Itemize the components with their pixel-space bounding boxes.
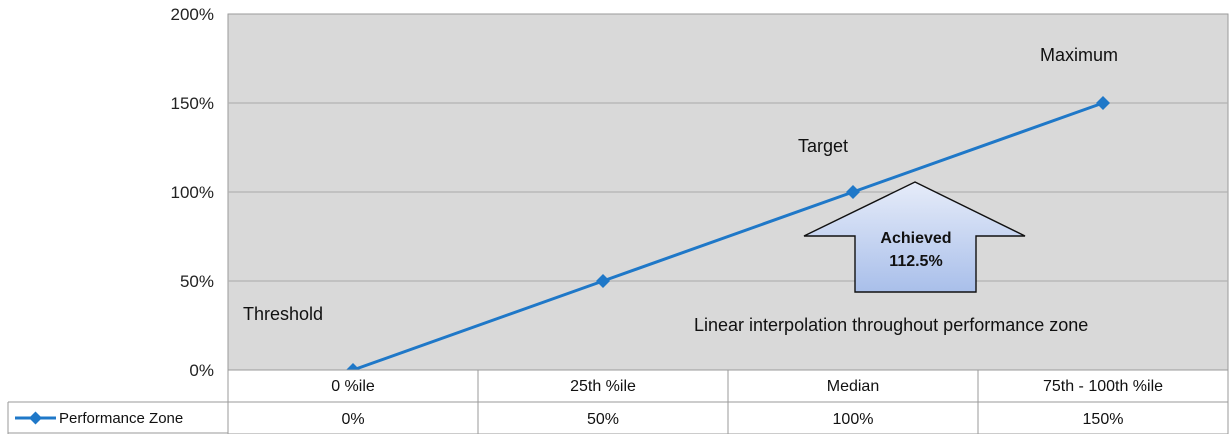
table-value: 100%	[833, 411, 874, 428]
y-axis-labels: 0% 50% 100% 150% 200%	[171, 5, 214, 380]
achieved-arrow-value: 112.5%	[889, 253, 942, 270]
y-tick-label: 0%	[189, 361, 214, 380]
y-tick-label: 50%	[180, 272, 214, 291]
linear-interpolation-note: Linear interpolation throughout performa…	[694, 315, 1088, 335]
legend-label: Performance Zone	[59, 410, 183, 427]
legend-entry: Performance Zone	[15, 410, 183, 427]
achieved-arrow-shape	[803, 181, 1026, 293]
achieved-arrow: Achieved 112.5%	[803, 181, 1026, 293]
y-tick-label: 200%	[171, 5, 214, 24]
category-label: 75th - 100th %ile	[1043, 378, 1163, 395]
data-table: 0 %ile 0% 25th %ile 50% Median 100% 75th - 100…	[7, 369, 1229, 434]
data-point-marker	[596, 274, 610, 288]
maximum-label: Maximum	[1040, 45, 1118, 65]
y-tick-label: 150%	[171, 94, 214, 113]
table-value: 0%	[341, 411, 364, 428]
data-point-marker	[1096, 96, 1110, 110]
target-label: Target	[798, 136, 848, 156]
y-tick-label: 100%	[171, 183, 214, 202]
achieved-arrow-label: Achieved	[880, 230, 951, 247]
table-columns: 0 %ile 0% 25th %ile 50% Median 100% 75th - 100…	[331, 370, 1163, 434]
legend-marker-icon	[29, 411, 42, 425]
table-value: 50%	[587, 411, 619, 428]
category-label: 25th %ile	[570, 378, 636, 395]
category-label: 0 %ile	[331, 378, 375, 395]
data-point-marker	[846, 185, 860, 199]
table-value: 150%	[1083, 411, 1124, 428]
grid-lines	[228, 102, 1228, 282]
threshold-label: Threshold	[243, 304, 323, 324]
performance-zone-line	[352, 101, 1104, 372]
category-label: Median	[827, 378, 879, 395]
